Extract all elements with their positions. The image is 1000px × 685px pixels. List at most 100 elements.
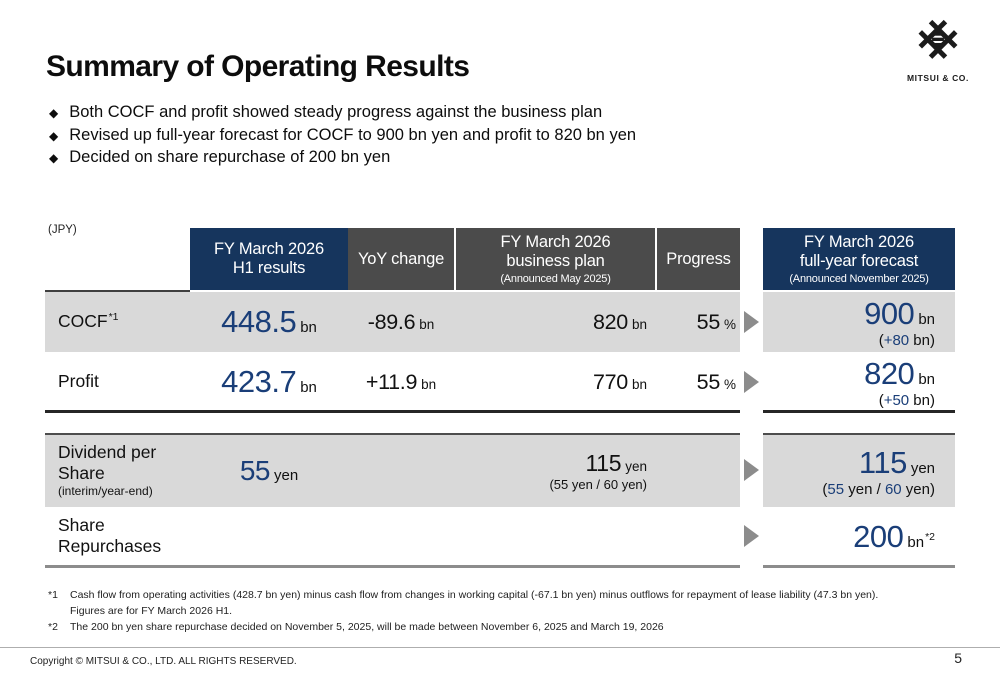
label-text: COCF	[58, 311, 108, 331]
unit: yen	[273, 467, 299, 484]
footnote-line: Cash flow from operating activities (428…	[70, 589, 879, 601]
arrow-right-icon	[744, 459, 759, 481]
dividend-forecast-bg	[763, 435, 955, 507]
profit-bottom-rule-main	[45, 410, 740, 413]
unit: %	[723, 376, 736, 392]
note-value: 60	[884, 480, 902, 498]
note-part: yen)	[901, 480, 935, 498]
unit: yen	[910, 459, 935, 477]
profit-yoy-value: +11.9 bn	[348, 352, 454, 412]
label-note: (interim/year-end)	[58, 484, 153, 498]
value: 770	[592, 369, 628, 394]
cocf-forecast-bg	[763, 292, 955, 352]
col-header-full-year-forecast: FY March 2026 full-year forecast (Announ…	[763, 228, 955, 290]
unit: bn	[907, 534, 925, 551]
footnote-text: The 200 bn yen share repurchase decided …	[70, 619, 664, 635]
unit: bn	[631, 316, 647, 332]
split-note: (55 yen / 60 yen)	[822, 481, 935, 498]
col-header-business-plan: FY March 2026 business plan (Announced M…	[456, 228, 655, 290]
unit: bn	[300, 319, 317, 336]
row-label-share-repurchases: Share Repurchases	[58, 515, 161, 557]
dividend-h1-value: 55 yen	[190, 435, 348, 507]
dividend-forecast-value: 115 yen (55 yen / 60 yen)	[763, 435, 955, 507]
value: 200	[853, 519, 904, 554]
note-delta: +50	[883, 391, 910, 409]
footnotes: *1 Cash flow from operating activities (…	[48, 587, 878, 635]
profit-forecast-value: 820 bn (+50 bn)	[763, 352, 955, 412]
diamond-bullet-icon: ◆	[49, 106, 59, 120]
value: +11.9	[365, 369, 418, 394]
repurchase-forecast-value: 200 bn *2	[763, 507, 955, 567]
note-part: (	[822, 480, 828, 498]
diamond-bullet-icon: ◆	[49, 128, 59, 143]
cocf-row-bg	[45, 292, 740, 352]
col-header-yoy-change: YoY change	[348, 228, 454, 290]
header-note: (Announced May 2025)	[500, 272, 611, 285]
dividend-top-rule-main	[45, 433, 740, 435]
profit-plan-value: 770 bn	[456, 352, 655, 412]
row-label-profit: Profit	[58, 371, 99, 392]
footnote-ref: *1	[108, 311, 119, 323]
unit: yen	[625, 459, 647, 474]
label-text: Share	[58, 463, 105, 483]
label-text: Repurchases	[58, 536, 162, 556]
header-line: FY March 2026	[500, 232, 611, 251]
unit: bn	[419, 316, 435, 332]
label-column-top-rule	[45, 289, 190, 292]
brand-text: MITSUI & CO.	[907, 73, 969, 83]
bullet-text: Revised up full-year forecast for COCF t…	[69, 125, 637, 144]
mitsui-logo: MITSUI & CO.	[897, 13, 979, 83]
label-text: Profit	[58, 371, 99, 391]
footnote-ref: *2	[925, 531, 935, 543]
copyright-text: Copyright © MITSUI & CO., LTD. ALL RIGHT…	[30, 656, 297, 667]
dividend-top-rule-forecast	[763, 433, 955, 435]
arrow-right-icon	[744, 525, 759, 547]
currency-note: (JPY)	[48, 224, 77, 236]
value: 115	[858, 444, 907, 480]
note-delta: +80	[883, 331, 910, 349]
value: 820	[592, 309, 628, 334]
footnote-marker: *2	[48, 621, 58, 633]
profit-progress-value: 55%	[657, 352, 740, 412]
cocf-yoy-value: -89.6 bn	[348, 292, 454, 352]
repurchase-bottom-rule-forecast	[763, 565, 955, 568]
footnote-1: *1 Cash flow from operating activities (…	[48, 587, 878, 619]
value: 820	[864, 355, 915, 391]
note-part: bn)	[909, 391, 935, 409]
cocf-forecast-value: 900 bn (+80 bn)	[763, 292, 955, 352]
note-part: bn)	[909, 331, 935, 349]
page-number: 5	[954, 650, 962, 666]
cocf-plan-value: 820 bn	[456, 292, 655, 352]
label-text: Share	[58, 515, 105, 535]
header-line: FY March 2026	[214, 240, 324, 258]
footnote-line: Figures are for FY March 2026 H1.	[70, 605, 233, 617]
igeta-icon	[918, 19, 958, 59]
unit: bn	[631, 376, 647, 392]
note-value: 55	[827, 480, 845, 498]
header-note: (Announced November 2025)	[789, 272, 929, 285]
footer-divider	[0, 647, 1000, 648]
dividend-row-bg	[45, 435, 740, 507]
value: -89.6	[367, 309, 416, 334]
header-line: Progress	[666, 249, 731, 268]
value: 115	[585, 450, 622, 476]
header-line: H1 results	[232, 259, 306, 277]
value: 448.5	[221, 304, 297, 339]
value: 55	[239, 455, 271, 486]
footnote-line: The 200 bn yen share repurchase decided …	[70, 621, 664, 633]
cocf-h1-value: 448.5 bn	[190, 292, 348, 352]
arrow-right-icon	[744, 371, 759, 393]
bullet-text: Decided on share repurchase of 200 bn ye…	[69, 148, 391, 166]
value: 55	[696, 369, 721, 394]
header-line: business plan	[506, 251, 605, 270]
footnote-2: *2 The 200 bn yen share repurchase decid…	[48, 619, 878, 635]
forecast-change-note: (+50 bn)	[879, 392, 935, 409]
page-title: Summary of Operating Results	[46, 50, 470, 83]
list-item: ◆ Decided on share repurchase of 200 bn …	[49, 147, 636, 170]
list-item: ◆ Both COCF and profit showed steady pro…	[49, 102, 636, 125]
row-label-dividend: Dividend per Share (interim/year-end)	[58, 442, 156, 499]
profit-bottom-rule-forecast	[763, 410, 955, 413]
unit: bn	[300, 379, 317, 396]
footnote-text: Cash flow from operating activities (428…	[70, 587, 878, 619]
